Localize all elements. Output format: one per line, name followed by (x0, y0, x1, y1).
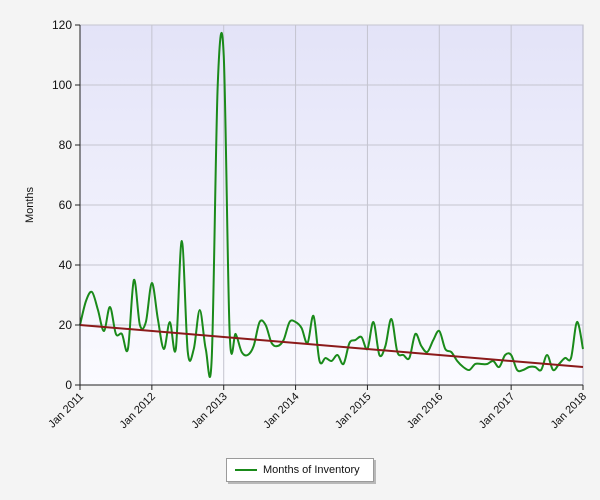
trend-line (79, 324, 584, 368)
y-tick-label: 80 (59, 138, 73, 152)
x-tick-label: Jan 2014 (261, 391, 301, 431)
legend-swatch (235, 469, 257, 471)
y-tick-label: 120 (52, 18, 72, 32)
x-tick-label: Jan 2012 (117, 391, 157, 431)
legend-label: Months of Inventory (263, 464, 360, 476)
y-ticks: 0 20 40 60 80 100 120 (52, 18, 80, 392)
series-layer (79, 31, 584, 378)
series-line-months-of-inventory (79, 31, 584, 378)
y-tick-label: 0 (65, 378, 72, 392)
y-tick-label: 20 (59, 318, 73, 332)
x-ticks: Jan 2011 Jan 2012 Jan 2013 Jan 2014 Jan 2015… (46, 385, 589, 431)
x-tick-label: Jan 2015 (333, 391, 373, 431)
y-tick-label: 60 (59, 198, 73, 212)
x-tick-label: Jan 2018 (549, 391, 589, 431)
x-tick-label: Jan 2017 (477, 391, 517, 431)
legend: Months of Inventory (226, 458, 374, 482)
x-tick-label: Jan 2016 (405, 391, 445, 431)
x-tick-label: Jan 2011 (46, 391, 86, 431)
y-axis-label: Months (24, 186, 36, 223)
grid (80, 24, 583, 385)
y-tick-label: 40 (59, 258, 73, 272)
x-tick-label: Jan 2013 (189, 391, 229, 431)
y-tick-label: 100 (52, 78, 72, 92)
